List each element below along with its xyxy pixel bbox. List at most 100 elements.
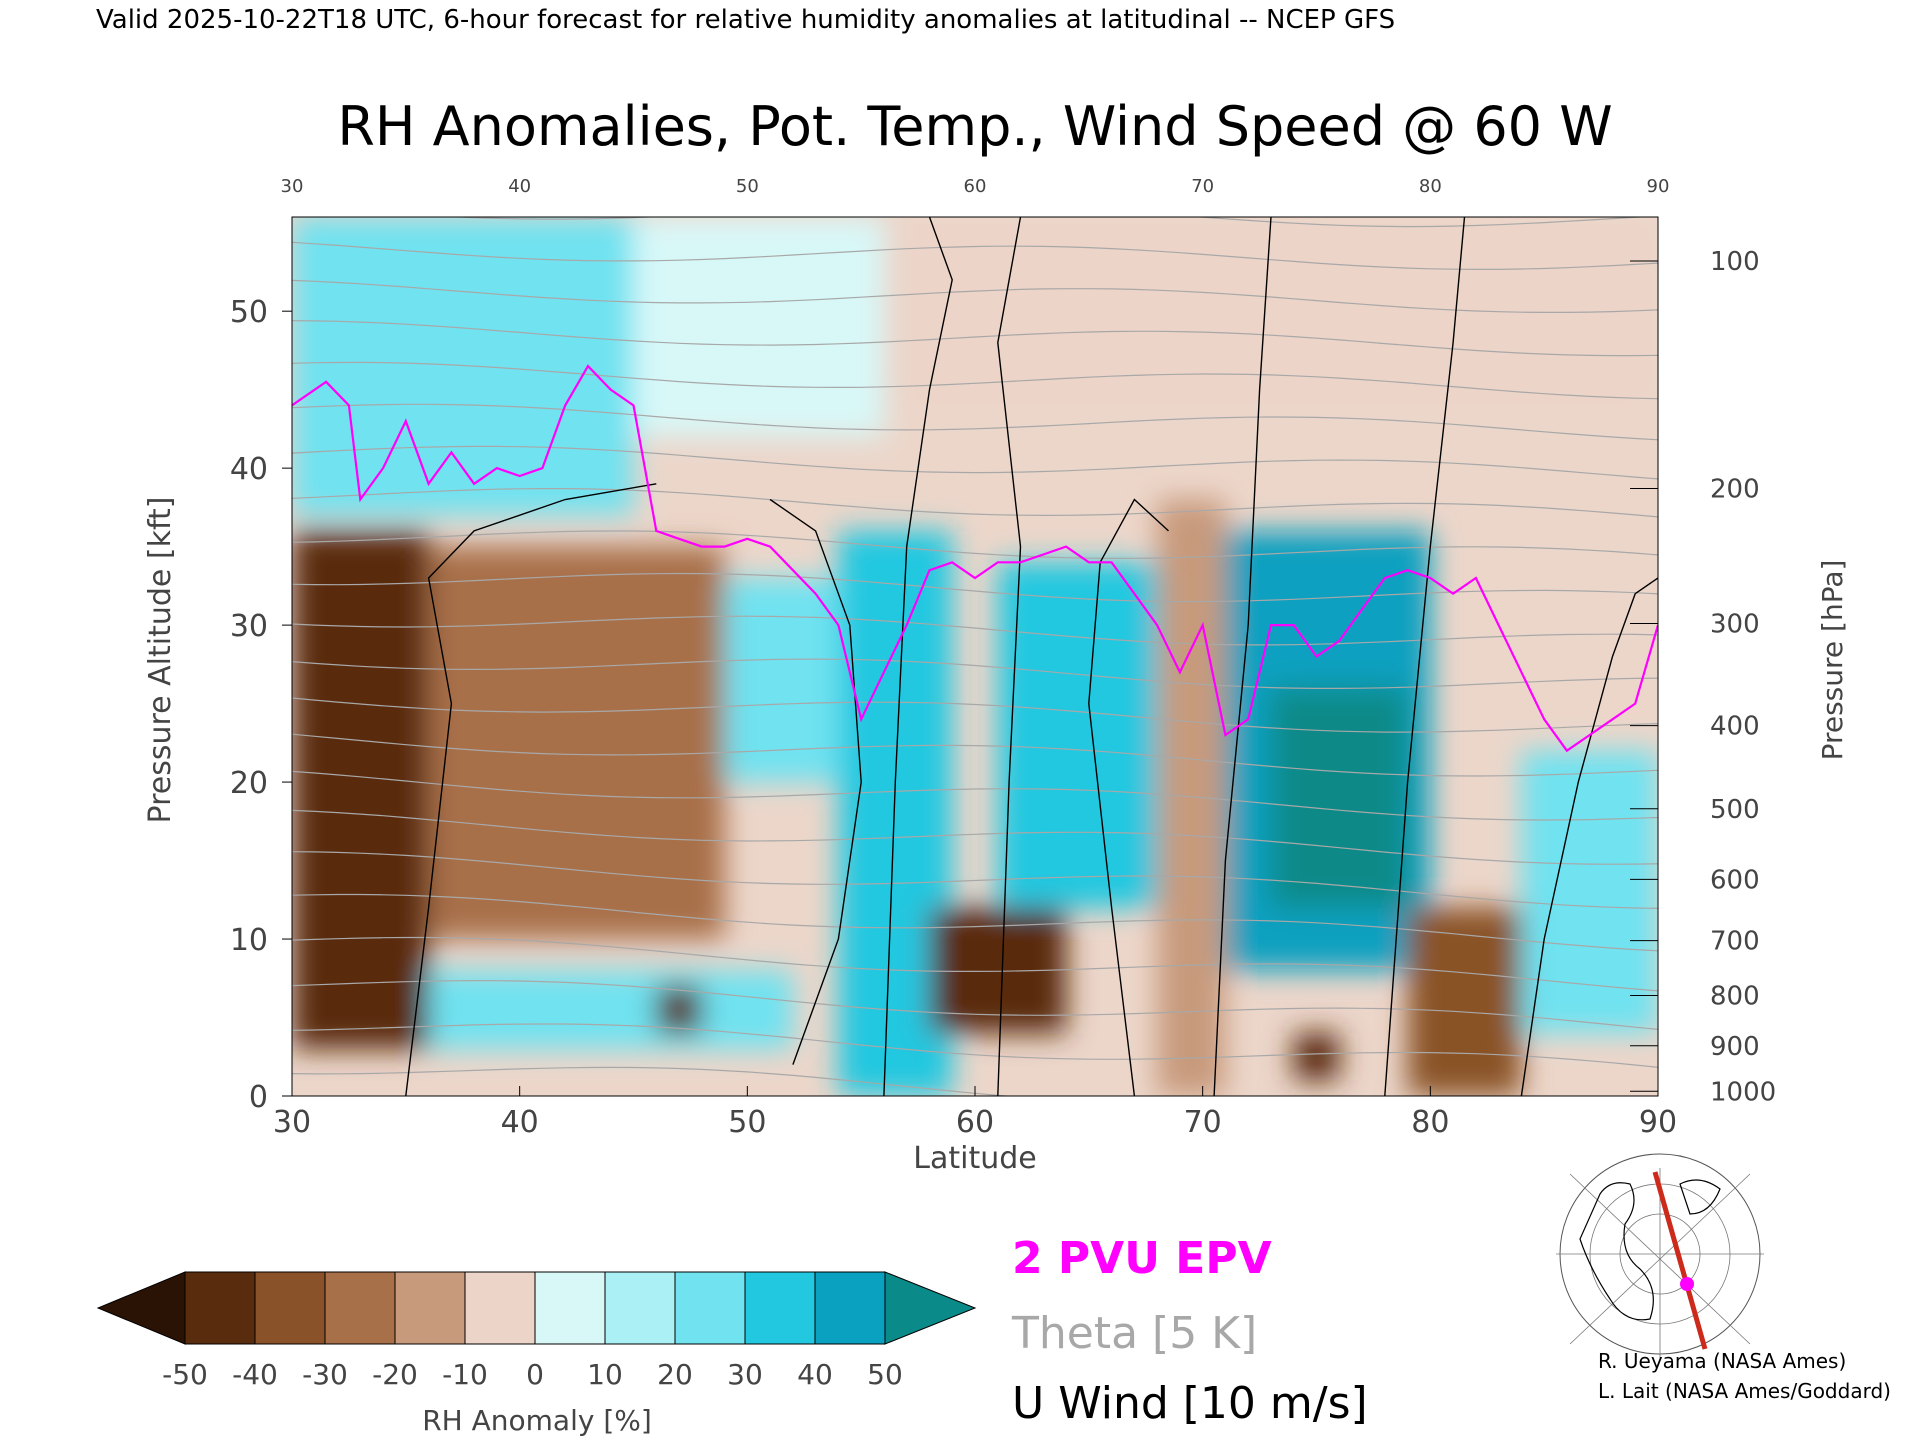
pressure-tick-label-4: 500 [1710,795,1760,825]
theta-line-7 [292,770,1658,821]
rh-region-2 [292,217,634,516]
theta-line-14 [292,488,1658,518]
theta-line-18 [292,320,1658,357]
colorbar-segment-3 [394,1271,466,1345]
theta-line-3 [292,936,1658,992]
top-tick-label-70: 70 [1191,176,1214,197]
pressure-tick-label-3: 400 [1710,712,1760,742]
colorbar-tick-label-8: 30 [727,1358,763,1391]
theta-line-5 [292,851,1658,909]
colorbar-segment-0 [184,1271,256,1345]
theta-line-15 [292,445,1658,480]
u-wind-line-0 [405,483,657,1096]
colorbar-tick-label-2: -30 [302,1358,348,1391]
pressure-tick-label-0: 100 [1710,247,1760,277]
rh-region-0 [292,530,429,1049]
top-tick-label-60: 60 [964,176,987,197]
colorbar-segment-8 [744,1271,816,1345]
theta-line-9 [292,697,1658,733]
y-tick-label-20: 20 [230,766,268,801]
colorbar-tick-label-5: 0 [526,1358,544,1391]
top-tick-label-80: 80 [1419,176,1442,197]
top-tick-label-50: 50 [736,176,759,197]
legend-uwind: U Wind [10 m/s] [1012,1378,1368,1429]
theta-line-11 [292,615,1658,646]
x-tick-label-30: 30 [273,1105,311,1140]
x-axis-label: Latitude [913,1141,1036,1176]
legend: 2 PVU EPV Theta [5 K] U Wind [10 m/s] [1011,1233,1368,1429]
top-tick-label-30: 30 [281,176,304,197]
x-tick-label-50: 50 [728,1105,766,1140]
epv-2pvu-line [292,364,1658,753]
credit-line-1: R. Ueyama (NASA Ames) [1598,1349,1846,1373]
y-tick-label-30: 30 [230,609,268,644]
y-axis-label-right: Pressure [hPa] [1816,560,1849,761]
top-tick-label-90: 90 [1647,176,1670,197]
theta-line-1 [292,1023,1658,1068]
colorbar-tick-label-7: 20 [657,1358,693,1391]
credit-line-2: L. Lait (NASA Ames/Goddard) [1598,1379,1891,1403]
rh-region-8 [997,562,1158,908]
theta-line-10 [292,658,1658,690]
colorbar-segment-6 [604,1271,676,1345]
x-tick-label-40: 40 [501,1105,539,1140]
colorbar-tick-label-4: -10 [442,1358,488,1391]
colorbar-segment-9 [814,1271,886,1345]
plot-area: 30 40 50 60 70 80 90 30 40 50 60 70 80 90 0 10 20 30 40 5… [230,176,1776,1140]
legend-theta: Theta [5 K] [1011,1308,1257,1359]
rh-region-14 [428,970,793,1049]
y-tick-label-10: 10 [230,923,268,958]
y-tick-label-50: 50 [230,295,268,330]
u-wind-contours [405,217,1658,1096]
pressure-tick-label-7: 800 [1710,982,1760,1012]
rh-region-9 [1157,499,1226,1096]
colorbar-segment-1 [254,1271,326,1345]
u-wind-line-3 [997,217,1022,1096]
u-wind-line-6 [1384,217,1466,1096]
chart-title: RH Anomalies, Pot. Temp., Wind Speed @ 6… [337,95,1612,158]
u-wind-line-1 [769,498,862,1065]
y-tick-label-0: 0 [249,1080,268,1115]
pressure-tick-label-1: 200 [1710,475,1760,505]
colorbar-left-arrow [96,1271,186,1345]
legend-epv: 2 PVU EPV [1012,1233,1272,1284]
colorbar-tick-label-10: 50 [867,1358,903,1391]
colorbar-segment-5 [534,1271,606,1345]
u-wind-line-4 [1088,498,1169,1096]
valid-time-header: Valid 2025-10-22T18 UTC, 6-hour forecast… [96,5,1395,35]
pressure-tick-label-8: 900 [1710,1032,1760,1062]
colorbar-tick-label-9: 40 [797,1358,833,1391]
colorbar-tick-label-0: -50 [162,1358,208,1391]
rh-region-4 [883,217,1658,406]
colorbar-label: RH Anomaly [%] [422,1404,652,1437]
y-axis-label-left: Pressure Altitude [kft] [143,497,178,824]
colorbar-segment-2 [324,1271,396,1345]
theta-line-2 [292,979,1658,1030]
x-tick-label-80: 80 [1411,1105,1449,1140]
rh-region-11 [1270,687,1408,908]
theta-line-21 [445,217,1652,228]
colorbar-right-arrow [884,1271,977,1345]
pressure-tick-label-2: 300 [1710,610,1760,640]
rh-region-13 [1521,750,1658,1034]
top-axis: 30 40 50 60 70 80 90 [281,176,1670,197]
theta-line-8 [292,733,1658,777]
pressure-tick-label-6: 700 [1710,927,1760,957]
top-tick-label-40: 40 [508,176,531,197]
rh-region-1 [428,546,725,940]
rh-region-3 [633,217,884,437]
x-tick-label-90: 90 [1639,1105,1677,1140]
u-wind-line-7 [1520,577,1658,1096]
x-tick-label-60: 60 [956,1105,994,1140]
rh-region-12 [1407,907,1522,1096]
colorbar: -50 -40 -30 -20 -10 0 10 20 30 40 50 [96,1271,977,1391]
polar-locator-map-icon [1556,1153,1764,1360]
theta-line-4 [292,893,1658,952]
rh-region-15 [656,986,702,1034]
pressure-tick-label-5: 600 [1710,865,1760,895]
y-axis-right: 100 200 300 400 500 600 700 800 900 1000 [1630,247,1776,1107]
y-axis-left: 0 10 20 30 40 50 [230,295,292,1115]
pressure-tick-label-9: 1000 [1710,1077,1776,1107]
colorbar-tick-label-3: -20 [372,1358,418,1391]
theta-contours [292,217,1658,1096]
